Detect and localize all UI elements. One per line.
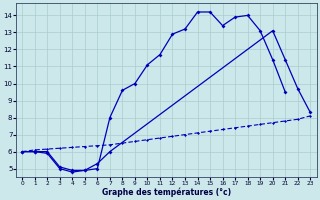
X-axis label: Graphe des températures (°c): Graphe des températures (°c) [102, 187, 231, 197]
